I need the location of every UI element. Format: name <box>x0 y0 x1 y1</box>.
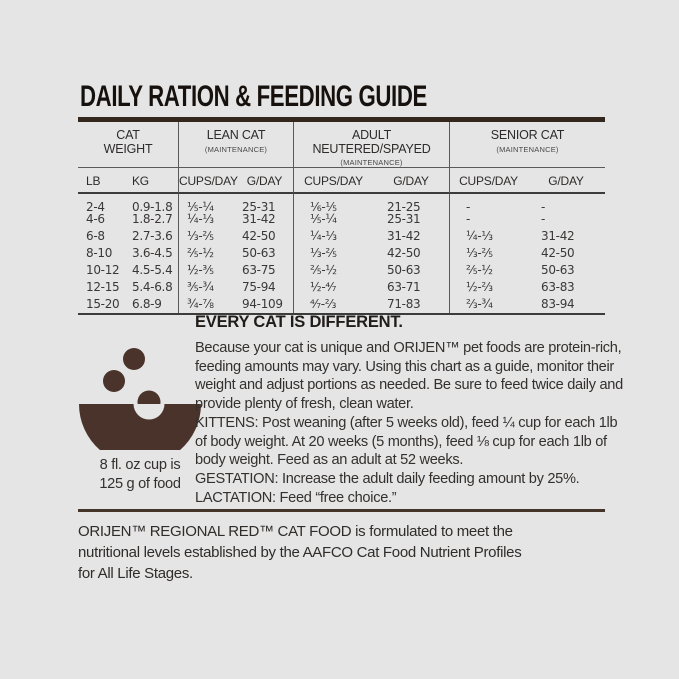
table-cell: ⅖-½ <box>178 245 236 262</box>
table-cell: 15-20 <box>86 297 120 311</box>
table-cell: 31-42 <box>387 229 421 243</box>
col-header-lb: LB <box>78 168 124 194</box>
col-header-g-day: G/DAY <box>373 168 449 194</box>
kibble-3 <box>137 390 161 404</box>
table-cell: ⅕-¼ <box>293 211 373 228</box>
table-group-cat-weight: CAT WEIGHT <box>78 122 178 168</box>
footer-line: for All Life Stages. <box>78 565 193 582</box>
table-cell: ⅖-½ <box>293 262 373 279</box>
kibble-1 <box>123 348 145 370</box>
table-cell: 50-63 <box>541 263 575 277</box>
col-header-kg: KG <box>124 168 178 194</box>
table-cell: 3.6-4.5 <box>132 246 173 260</box>
table-cell: ⅓-⅖ <box>178 228 236 245</box>
table-cell: ¼-⅓ <box>449 228 527 245</box>
table-cell: 42-50 <box>387 246 421 260</box>
table-cell: - <box>541 200 546 214</box>
footer-line: nutritional levels established by the AA… <box>78 544 522 561</box>
table-cell: ½-⁴⁄₇ <box>293 279 373 296</box>
group-title: CAT WEIGHT <box>103 128 153 156</box>
table-cell: 50-63 <box>387 263 421 277</box>
table-group-lean-cat: LEAN CAT (MAINTENANCE) <box>178 122 293 168</box>
cup-note-line1: 8 fl. oz cup is <box>99 457 181 473</box>
cup-note: 8 fl. oz cup is 125 g of food <box>70 456 210 494</box>
table-cell: ½-⅔ <box>449 279 527 296</box>
info-section: EVERY CAT IS DIFFERENT. Because your cat… <box>195 313 627 507</box>
col-header-cups-day: CUPS/DAY <box>178 168 238 194</box>
table-cell: ⅖-½ <box>449 262 527 279</box>
table-cell: 4.5-5.4 <box>132 263 173 277</box>
group-title: ADULT NEUTERED/SPAYED <box>312 128 431 156</box>
table-cell: 71-83 <box>387 297 421 311</box>
cup-note-line2: 125 g of food <box>99 476 181 492</box>
table-cell: 63-83 <box>541 280 575 294</box>
section-divider <box>78 509 605 512</box>
group-subtitle: (MAINTENANCE) <box>204 144 268 154</box>
table-cell: ¼-⅓ <box>178 211 236 228</box>
table-cell: 31-42 <box>242 212 276 226</box>
table-cell: 4-6 <box>86 212 105 226</box>
col-header-cups-day: CUPS/DAY <box>293 168 373 194</box>
table-cell: 63-75 <box>242 263 276 277</box>
info-kittens: KITTENS: Post weaning (after 5 weeks old… <box>195 414 618 469</box>
table-cell: ¼-⅓ <box>293 228 373 245</box>
table-cell: 6-8 <box>86 229 105 243</box>
col-header-cups-day: CUPS/DAY <box>449 168 527 194</box>
group-subtitle: (MAINTENANCE) <box>496 144 559 154</box>
table-cell: 12-15 <box>86 280 120 294</box>
table-cell: 75-94 <box>242 280 276 294</box>
kibble-2 <box>103 370 125 392</box>
table-cell: ⅕-¼ <box>178 194 236 214</box>
table-cell: ⅓-⅖ <box>449 245 527 262</box>
col-header-g-day: G/DAY <box>236 168 293 194</box>
table-cell: ⅔-¾ <box>449 296 527 313</box>
col-header-g-day: G/DAY <box>527 168 605 194</box>
group-title: SENIOR CAT <box>490 128 565 142</box>
group-title: LEAN CAT <box>206 128 266 142</box>
table-group-adult-neutered: ADULT NEUTERED/SPAYED (MAINTENANCE) <box>293 122 449 168</box>
table-cell: 42-50 <box>242 229 276 243</box>
table-cell: 25-31 <box>242 200 276 214</box>
table-cell: ¾-⅞ <box>178 296 236 313</box>
table-cell: 2.7-3.6 <box>132 229 173 243</box>
table-cell: ⅓-⅖ <box>293 245 373 262</box>
table-cell: 8-10 <box>86 246 113 260</box>
table-cell: 10-12 <box>86 263 120 277</box>
info-heading: EVERY CAT IS DIFFERENT. <box>195 313 403 331</box>
table-cell: 83-94 <box>541 297 575 311</box>
table-cell: 63-71 <box>387 280 421 294</box>
table-cell: ⅗-¾ <box>178 279 236 296</box>
table-group-senior-cat: SENIOR CAT (MAINTENANCE) <box>449 122 605 168</box>
table-cell: - <box>449 194 527 214</box>
info-lactation: LACTATION: Feed “free choice.” <box>195 489 397 506</box>
food-bowl-icon <box>78 348 203 452</box>
feeding-table: CAT WEIGHT LEAN CAT (MAINTENANCE) ADULT … <box>78 117 605 315</box>
info-intro: Because your cat is unique and ORIJEN™ p… <box>195 340 623 413</box>
table-cell: - <box>541 212 546 226</box>
table-cell: - <box>449 211 527 228</box>
info-gestation: GESTATION: Increase the adult daily feed… <box>195 470 580 487</box>
bowl-shape <box>78 404 201 450</box>
table-cell: 94-109 <box>242 297 283 311</box>
table-cell: 0.9-1.8 <box>132 200 173 214</box>
table-cell: 5.4-6.8 <box>132 280 173 294</box>
table-cell: 42-50 <box>541 246 575 260</box>
footer-line: ORIJEN™ REGIONAL RED™ CAT FOOD is formul… <box>78 523 513 540</box>
table-cell: ½-⅗ <box>178 262 236 279</box>
footer-statement: ORIJEN™ REGIONAL RED™ CAT FOOD is formul… <box>78 521 618 584</box>
page-title: DAILY RATION & FEEDING GUIDE <box>80 80 427 113</box>
table-cell: 25-31 <box>387 212 421 226</box>
table-cell: 1.8-2.7 <box>132 212 173 226</box>
table-cell: 50-63 <box>242 246 276 260</box>
group-subtitle: (MAINTENANCE) <box>340 158 403 167</box>
table-cell: 21-25 <box>387 200 421 214</box>
table-cell: 2-4 <box>86 200 105 214</box>
table-cell: 31-42 <box>541 229 575 243</box>
table-cell: ⅙-⅕ <box>293 194 373 214</box>
table-cell: ⁴⁄₇-⅔ <box>293 296 373 313</box>
table-cell: 6.8-9 <box>132 297 162 311</box>
